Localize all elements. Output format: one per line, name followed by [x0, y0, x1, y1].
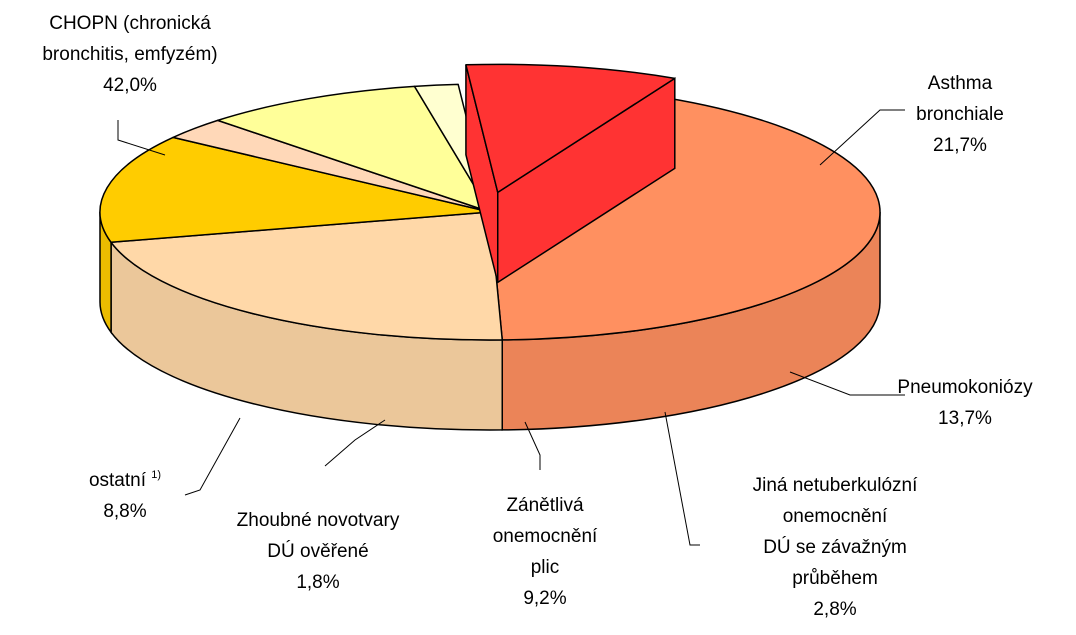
category-text: Zhoubné novotvary DÚ ověřené: [236, 510, 400, 562]
leader-line: [324, 419, 386, 467]
category-label: Pneumokoniózy: [897, 372, 1032, 403]
category-text: Jiná netuberkulózní onemocnění DÚ se záv…: [752, 475, 918, 589]
leader-line: [184, 417, 241, 496]
category-label: Asthma bronchiale: [916, 68, 1004, 130]
slice-side-shade: [100, 212, 112, 333]
slice-top: [110, 211, 503, 341]
category-label: Zánětlivá onemocnění plic: [493, 490, 598, 583]
category-text: Pneumokoniózy: [897, 377, 1033, 398]
slice-top: [216, 85, 491, 213]
value-label: 2,8%: [813, 599, 857, 620]
slice-label: Pneumokoniózy 13,7%: [897, 372, 1032, 434]
category-label: Jiná netuberkulózní onemocnění DÚ se záv…: [753, 470, 918, 594]
leader-line: [524, 421, 541, 470]
value-label: 21,7%: [933, 135, 987, 156]
slice-top: [465, 63, 676, 194]
category-label: CHOPN (chronická bronchitis, emfyzém): [42, 8, 217, 70]
category-text: ostatní: [88, 470, 146, 491]
category-label: Zhoubné novotvary DÚ ověřené: [237, 505, 400, 567]
value-label: 9,2%: [523, 588, 567, 609]
slice-label: ostatní 1) 8,8%: [89, 465, 161, 527]
category-text: Asthma bronchiale: [916, 73, 1004, 125]
footnote-mark: 1): [151, 469, 162, 481]
value-label: 13,7%: [938, 408, 992, 429]
category-text: CHOPN (chronická bronchitis, emfyzém): [42, 13, 218, 65]
slice-label: Asthma bronchiale 21,7%: [916, 68, 1004, 161]
leader-line: [789, 371, 905, 396]
category-text: Zánětlivá onemocnění plic: [492, 495, 598, 578]
leader-line: [819, 109, 905, 166]
leader-line: [117, 120, 166, 156]
slice-top: [413, 83, 491, 213]
slice-label: CHOPN (chronická bronchitis, emfyzém) 42,…: [42, 8, 217, 101]
slice-label: Zhoubné novotvary DÚ ověřené 1,8%: [237, 505, 400, 598]
slice-side-shade: [111, 242, 503, 430]
value-label: 1,8%: [296, 572, 340, 593]
slice-label: Jiná netuberkulózní onemocnění DÚ se záv…: [753, 470, 918, 625]
slice-top: [99, 136, 491, 244]
category-label: ostatní 1): [89, 465, 161, 496]
slice-side-shade: [502, 212, 881, 430]
leader-line: [664, 411, 700, 546]
value-label: 8,8%: [103, 501, 147, 522]
value-label: 42,0%: [103, 75, 157, 96]
slice-label: Zánětlivá onemocnění plic 9,2%: [493, 490, 598, 614]
